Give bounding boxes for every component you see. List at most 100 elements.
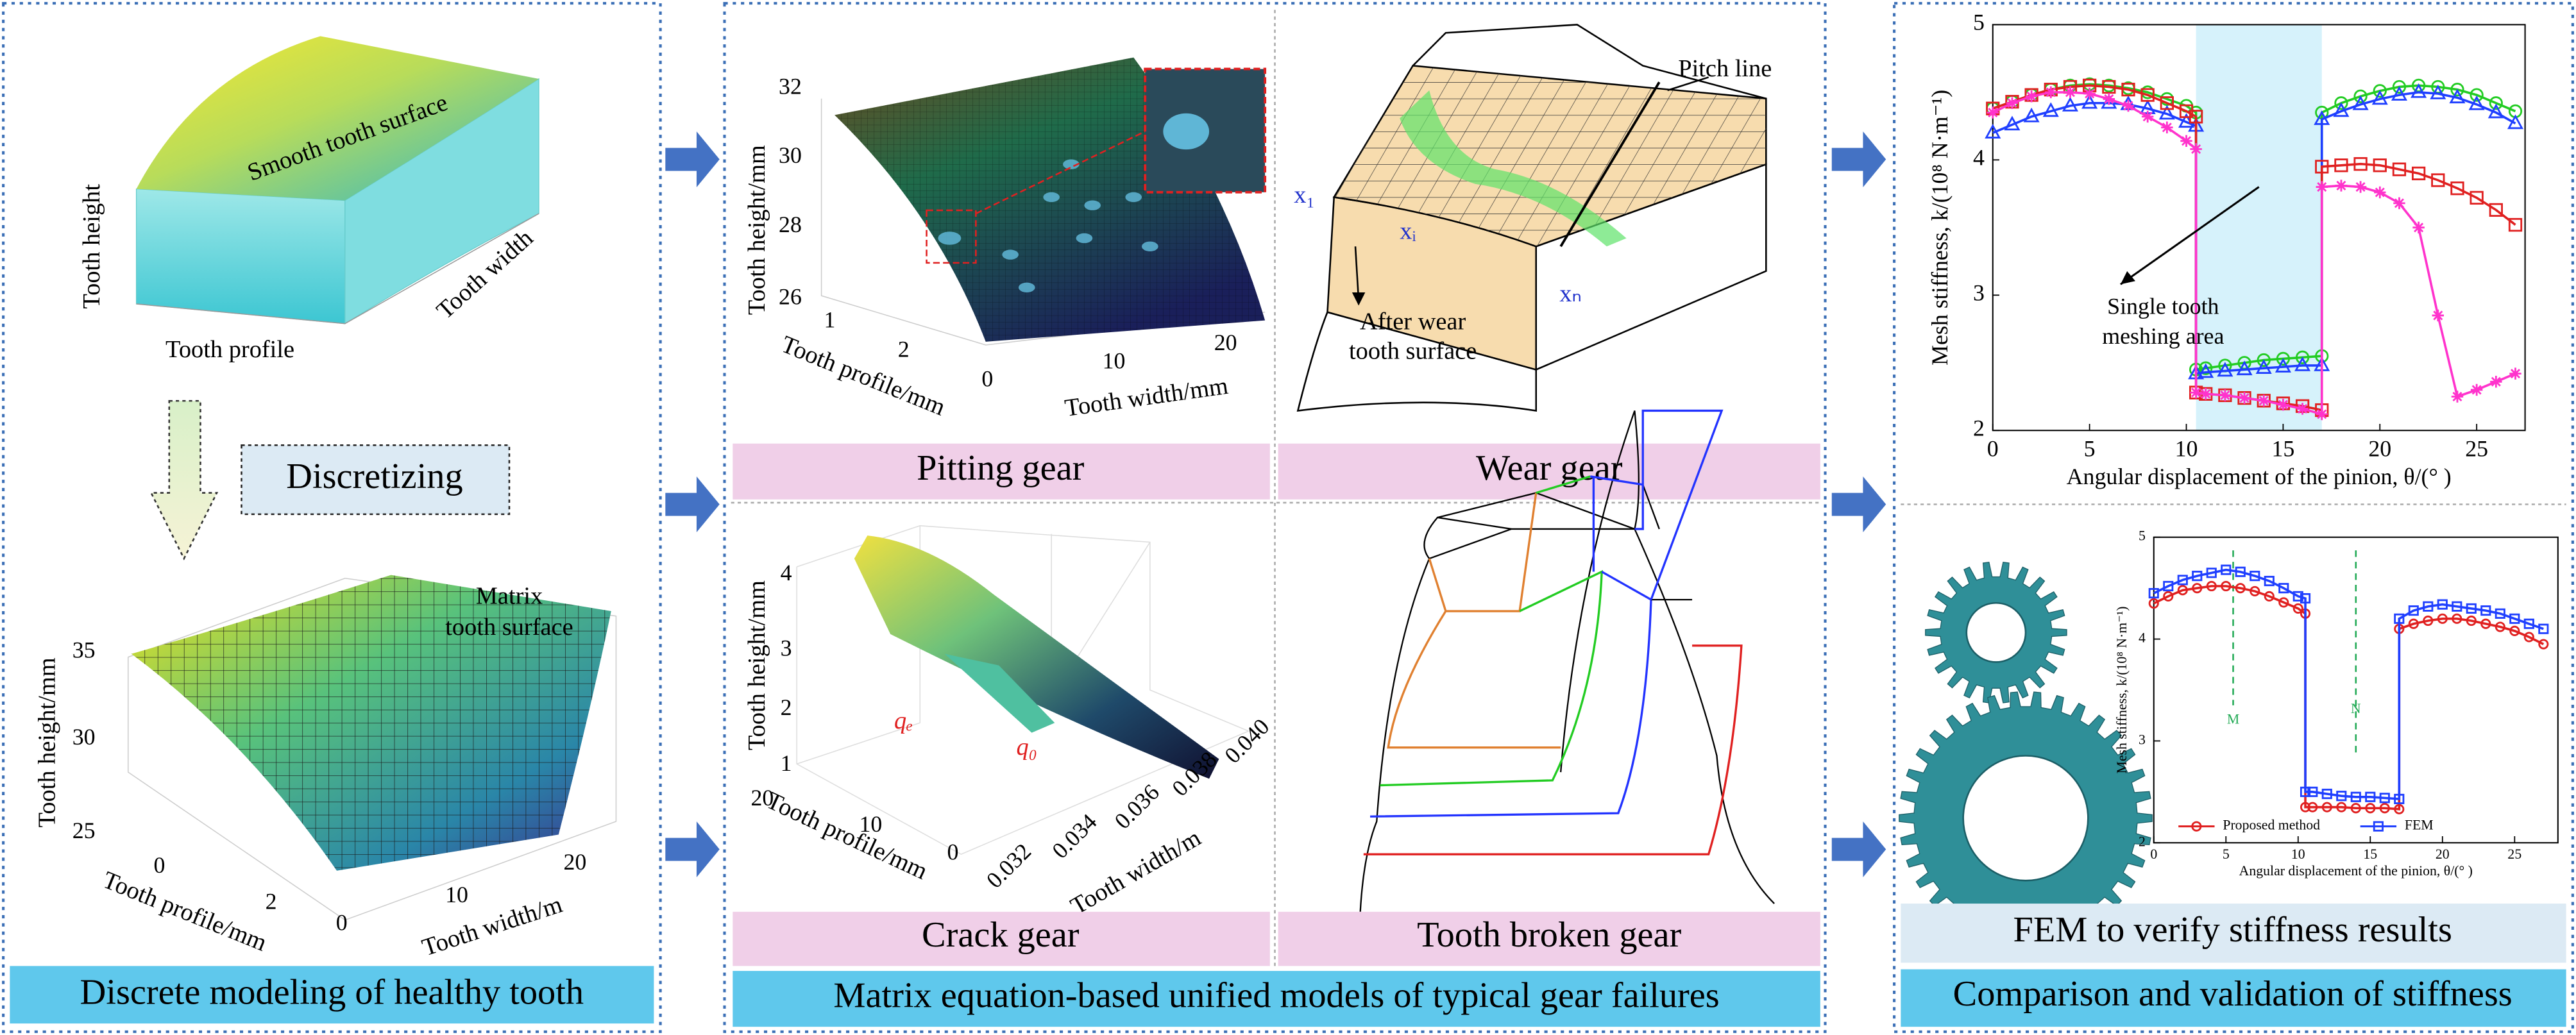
x-tick-label: 5 bbox=[2223, 846, 2230, 862]
data-point bbox=[2025, 90, 2038, 103]
shape bbox=[665, 131, 720, 188]
matrix-surface bbox=[128, 575, 617, 921]
shape bbox=[131, 575, 611, 871]
shape bbox=[135, 188, 346, 324]
data-point bbox=[2221, 564, 2232, 575]
x-tick-label: 15 bbox=[2271, 436, 2294, 462]
legend-label: FEM bbox=[2405, 818, 2434, 833]
tick-label: 32 bbox=[779, 74, 802, 99]
data-point bbox=[2350, 791, 2361, 802]
data-point bbox=[2042, 102, 2059, 117]
shape bbox=[1400, 90, 1627, 247]
shape bbox=[1142, 241, 1158, 251]
data-point bbox=[2250, 571, 2260, 582]
data-point bbox=[2371, 90, 2388, 105]
data-point bbox=[2083, 87, 2096, 100]
shape bbox=[926, 209, 977, 264]
data-point bbox=[2102, 80, 2116, 94]
data-point bbox=[2490, 376, 2502, 388]
data-point bbox=[2192, 571, 2203, 582]
data-point bbox=[2470, 383, 2483, 396]
data-point bbox=[2300, 802, 2311, 812]
panel-label: FEM to verify stiffness results bbox=[2013, 910, 2452, 950]
data-point bbox=[2452, 613, 2462, 624]
shape bbox=[975, 130, 1146, 215]
data-point bbox=[2264, 591, 2275, 602]
data-point bbox=[2199, 361, 2213, 375]
tick-label: 0.040 bbox=[1219, 714, 1274, 768]
data-point bbox=[2236, 360, 2253, 376]
data-point bbox=[1985, 124, 2001, 139]
data-point bbox=[2278, 597, 2289, 608]
y-tick-label: 5 bbox=[2139, 528, 2146, 544]
data-point bbox=[2437, 613, 2448, 624]
axis-label: Tooth height/mm bbox=[34, 657, 61, 827]
caption: Matrix equation-based unified models of … bbox=[833, 976, 1719, 1016]
tick-label: 10 bbox=[445, 882, 468, 907]
data-point bbox=[2221, 580, 2232, 592]
shape bbox=[1334, 65, 1767, 247]
data-point bbox=[2275, 358, 2291, 373]
data-point bbox=[2064, 86, 2076, 99]
shape bbox=[136, 36, 539, 201]
y-tick-label: 3 bbox=[1973, 280, 1985, 306]
data-point bbox=[2180, 135, 2192, 147]
data-point bbox=[2509, 613, 2520, 624]
shape bbox=[136, 213, 539, 324]
shape bbox=[1634, 409, 1724, 600]
data-point bbox=[2250, 585, 2260, 596]
caption-box bbox=[733, 971, 1820, 1027]
data-point bbox=[2523, 618, 2534, 629]
data-point bbox=[2321, 802, 2332, 812]
data-point bbox=[2354, 181, 2367, 193]
gear-hole bbox=[1962, 755, 2089, 882]
annotation-arrow bbox=[2120, 186, 2260, 285]
axis-label: Tooth profile/mm bbox=[763, 787, 932, 885]
data-point bbox=[2199, 388, 2212, 400]
tick-label: 2 bbox=[898, 336, 910, 362]
data-point bbox=[2333, 102, 2350, 117]
data-point bbox=[2163, 591, 2174, 602]
plot-frame bbox=[2153, 536, 2559, 844]
shape bbox=[1380, 475, 1603, 787]
data-point bbox=[2255, 359, 2272, 374]
data-point bbox=[2452, 601, 2462, 612]
shape bbox=[1163, 113, 1210, 150]
legend-marker bbox=[2191, 821, 2202, 832]
tick-label: 30 bbox=[779, 142, 802, 168]
data-point bbox=[2466, 615, 2477, 627]
annotation: tooth surface bbox=[1349, 338, 1477, 365]
data-point bbox=[2276, 351, 2291, 366]
data-point bbox=[2122, 99, 2135, 112]
step-label: Discretizing bbox=[286, 457, 462, 496]
tick-label: 10 bbox=[1103, 348, 1126, 373]
data-point bbox=[1987, 106, 1999, 119]
panel-frame bbox=[723, 2, 1827, 1033]
data-point bbox=[2334, 158, 2348, 172]
data-point bbox=[2235, 583, 2246, 594]
data-point bbox=[2219, 389, 2232, 401]
axis-label: Tooth height/mm bbox=[743, 145, 770, 315]
data-point bbox=[2190, 143, 2202, 155]
data-point bbox=[2470, 190, 2484, 205]
data-point bbox=[2373, 158, 2387, 172]
tick-label: 25 bbox=[72, 818, 96, 843]
data-point bbox=[2296, 403, 2309, 415]
plot-frame bbox=[1992, 24, 2526, 432]
axis-label: Tooth profile/mm bbox=[777, 331, 949, 421]
pitting-surface bbox=[820, 57, 1267, 346]
tick-label: 0 bbox=[981, 366, 993, 392]
data-point bbox=[2470, 88, 2484, 102]
x-tick-label: 20 bbox=[2368, 436, 2391, 462]
broken-drawing bbox=[1359, 409, 1775, 912]
data-point bbox=[2423, 601, 2434, 612]
tick-label: 10 bbox=[860, 811, 883, 837]
shape bbox=[1354, 246, 1360, 301]
data-point bbox=[2353, 157, 2368, 171]
caption-box bbox=[10, 966, 654, 1024]
data-point bbox=[2292, 591, 2303, 602]
axis-label: Tooth height/mm bbox=[743, 580, 770, 750]
data-point bbox=[2257, 353, 2271, 367]
tick-label: 4 bbox=[781, 560, 792, 585]
